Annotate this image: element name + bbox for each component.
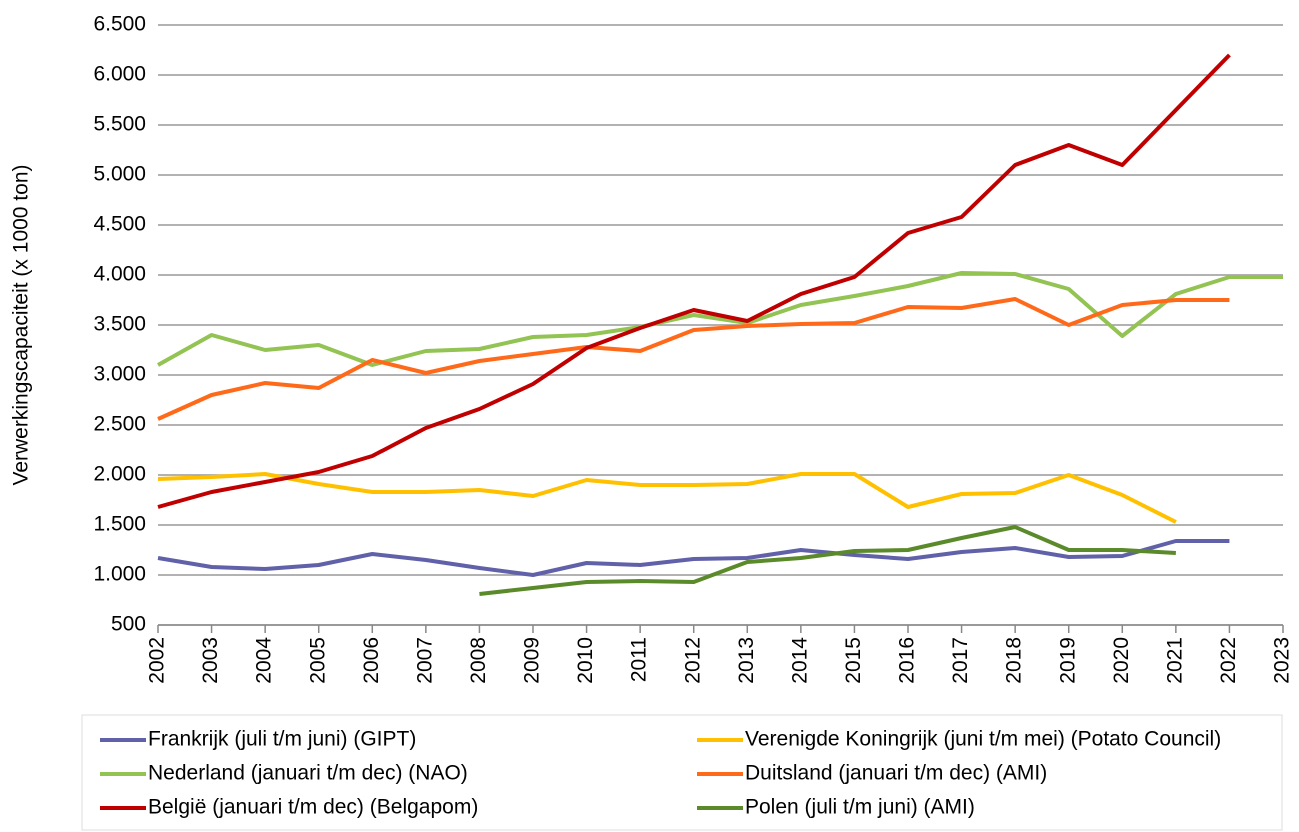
y-tick-label: 4.500 — [93, 213, 146, 236]
series-line — [157, 472, 1177, 524]
y-tick-label: 1.000 — [93, 563, 146, 586]
x-tick-label: 2003 — [199, 637, 222, 684]
y-tick-label: 2.000 — [93, 463, 146, 486]
x-tick-label: 2016 — [896, 637, 919, 684]
y-tick-label: 1.500 — [93, 513, 146, 536]
x-tick-label: 2013 — [735, 637, 758, 684]
legend-label: België (januari t/m dec) (Belgapom) — [148, 796, 478, 819]
x-tick-label: 2017 — [949, 637, 972, 684]
x-tick-label: 2021 — [1163, 637, 1186, 684]
x-tick-label: 2023 — [1271, 637, 1294, 684]
legend-label: Polen (juli t/m juni) (AMI) — [745, 796, 975, 819]
x-tick-label: 2002 — [146, 637, 169, 684]
y-tick-label: 3.000 — [93, 363, 146, 386]
x-tick-label: 2020 — [1110, 637, 1133, 684]
legend-label: Frankrijk (juli t/m juni) (GIPT) — [148, 728, 416, 751]
x-tick-label: 2010 — [574, 637, 597, 684]
series-line — [157, 271, 1283, 367]
x-tick-label: 2019 — [1056, 637, 1079, 684]
series-line — [157, 539, 1230, 577]
y-tick-label: 2.500 — [93, 413, 146, 436]
y-tick-label: 500 — [111, 613, 146, 636]
x-tick-label: 2006 — [360, 637, 383, 684]
y-tick-label: 6.500 — [93, 13, 146, 36]
y-tick-label: 4.000 — [93, 263, 146, 286]
y-tick-label: 5.000 — [93, 163, 146, 186]
legend-label: Nederland (januari t/m dec) (NAO) — [148, 762, 468, 785]
x-tick-label: 2007 — [413, 637, 436, 684]
series-line — [479, 525, 1176, 596]
x-tick-label: 2022 — [1217, 637, 1240, 684]
x-tick-label: 2011 — [628, 637, 651, 682]
x-tick-label: 2014 — [788, 637, 811, 684]
x-tick-label: 2009 — [521, 637, 544, 684]
x-tick-label: 2005 — [306, 637, 329, 684]
legend-label: Verenigde Koningrijk (juni t/m mei) (Pot… — [745, 728, 1221, 751]
x-tick-label: 2015 — [842, 637, 865, 684]
x-tick-label: 2004 — [253, 637, 276, 684]
series-line — [157, 53, 1231, 509]
y-tick-label: 6.000 — [93, 63, 146, 86]
x-tick-label: 2012 — [681, 637, 704, 684]
x-tick-label: 2018 — [1003, 637, 1026, 684]
legend-box — [81, 714, 1283, 831]
legend-label: Duitsland (januari t/m dec) (AMI) — [745, 762, 1047, 785]
series-line — [157, 297, 1230, 421]
x-tick-label: 2008 — [467, 637, 490, 684]
y-tick-label: 3.500 — [93, 313, 146, 336]
y-tick-label: 5.500 — [93, 113, 146, 136]
y-axis-label: Verwerkingscapaciteit (x 1000 ton) — [10, 165, 33, 486]
